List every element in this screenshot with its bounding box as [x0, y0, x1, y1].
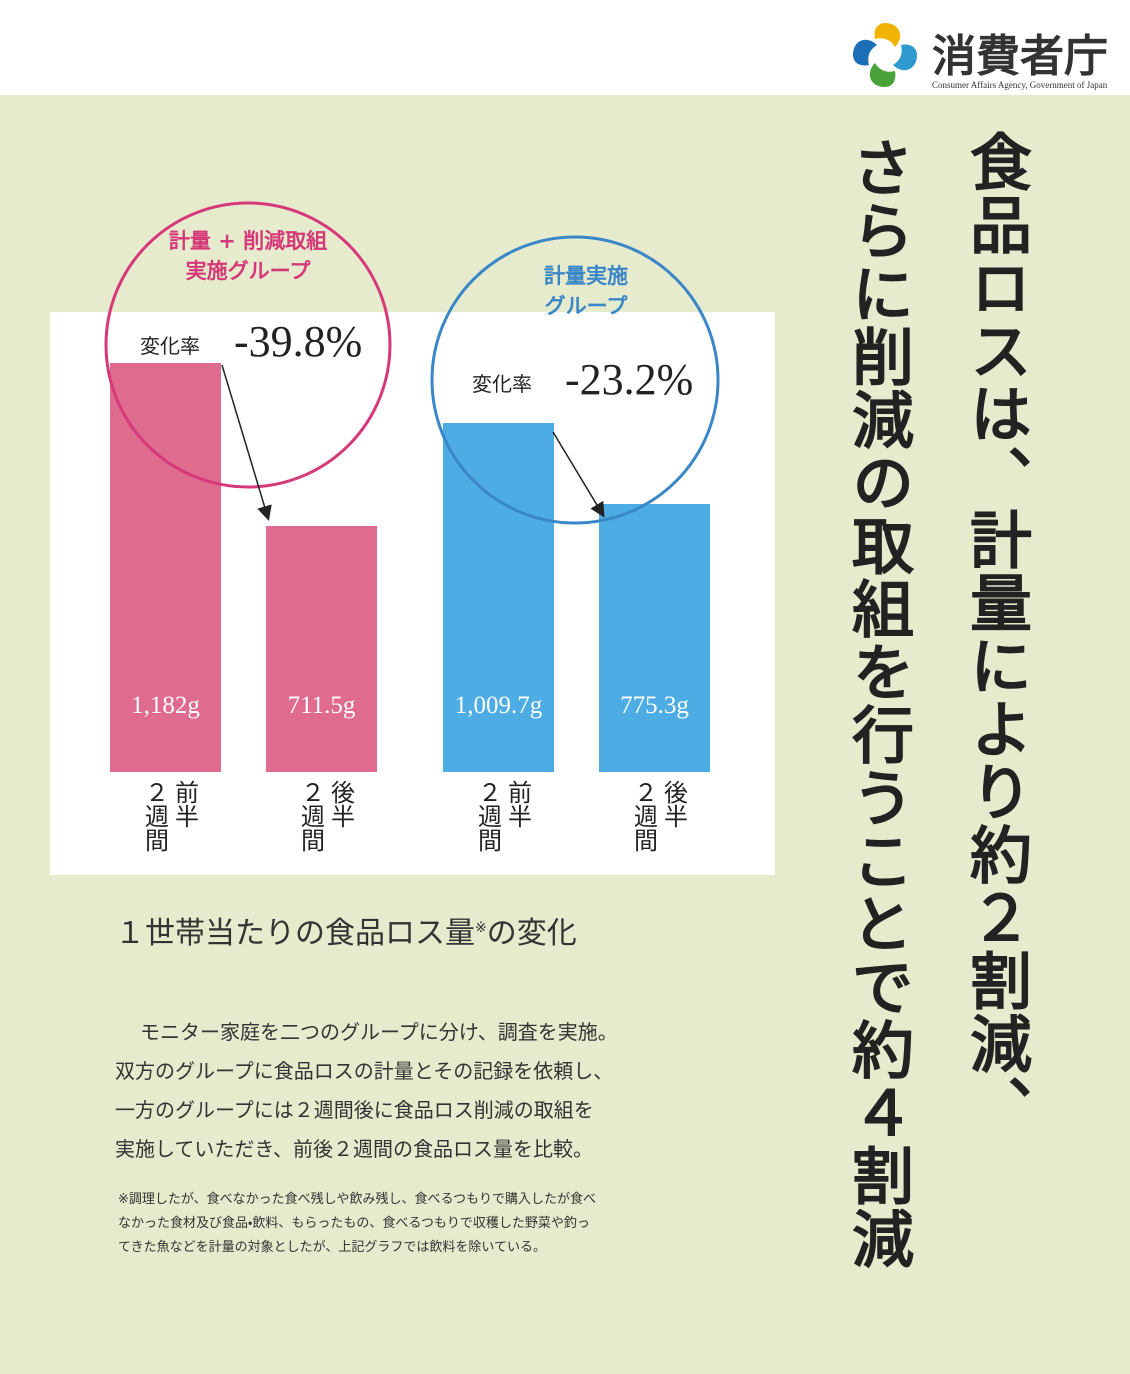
- logo-subtitle: Consumer Affairs Agency, Government of J…: [932, 80, 1108, 90]
- title-text: の変化: [486, 916, 577, 951]
- x-tick-label-line: 後半: [326, 780, 355, 828]
- description-line: 双方のグループに食品ロスの計量とその記録を依頼し、: [115, 1059, 614, 1083]
- top-strip: [0, 0, 1130, 95]
- title-text: １世帯当たりの食品ロス量: [115, 916, 475, 951]
- x-tick-label-line: 後半: [659, 780, 688, 828]
- note-mark: ※: [475, 920, 487, 936]
- footnote-line: ※調理したが、食べなかった食べ残しや飲み残し、食べるつもりで購入したが食べ: [118, 1192, 596, 1207]
- bar: [110, 363, 221, 772]
- value-label: 1,182g: [131, 692, 200, 719]
- change-rate: -39.8%: [234, 317, 363, 366]
- footnote-line: なかった食材及び食品・飲料、もらったもの、食べるつもりで収穫した野菜や釣っ: [118, 1216, 590, 1231]
- x-tick-label: 後半 ２週間: [627, 780, 688, 852]
- group-name: 計量 + 削減取組 実施グループ: [168, 229, 328, 283]
- bar: [443, 422, 554, 772]
- change-rate: -23.2%: [565, 355, 694, 404]
- x-tick-label-line: 前半: [170, 780, 199, 828]
- footnote-line: てきた魚などを計量の対象としたが、上記グラフでは飲料を除いている。: [118, 1240, 546, 1255]
- description-line: モニター家庭を二つのグループに分け、調査を実施。: [140, 1020, 618, 1044]
- x-tick-label-line: ２週間: [629, 780, 658, 852]
- x-tick-label-line: ２週間: [296, 780, 325, 852]
- value-label: 1,009.7g: [454, 692, 543, 719]
- x-tick-label-line: ２週間: [140, 780, 169, 852]
- description-line: 一方のグループには２週間後に食品ロス削減の取組を: [115, 1098, 594, 1122]
- x-tick-label: 前半 ２週間: [138, 780, 199, 852]
- x-tick-label-line: 前半: [503, 780, 532, 828]
- arrow: [552, 431, 605, 518]
- headline: さらに削減の取組を行うことで約４割減: [841, 136, 914, 1270]
- bar: [599, 503, 710, 772]
- bar: [266, 525, 377, 772]
- logo-icon: [853, 23, 917, 87]
- x-tick-label-line: ２週間: [473, 780, 502, 852]
- change-caption: 変化率: [472, 372, 532, 396]
- change-caption: 変化率: [140, 334, 200, 358]
- group-circle: [430, 235, 720, 525]
- x-tick-label: 前半 ２週間: [471, 780, 532, 852]
- description-line: 実施していただき、前後２週間の食品ロス量を比較。: [115, 1137, 593, 1161]
- group-name: 計量実施 グループ: [544, 264, 628, 318]
- arrow: [221, 364, 272, 521]
- headline: 食品ロスは、計量により約２割減、: [959, 130, 1032, 1138]
- value-label: 711.5g: [287, 692, 356, 719]
- chart-title: １世帯当たりの食品ロス量※の変化: [115, 908, 577, 952]
- logo-text: 消費者庁: [932, 31, 1108, 82]
- group-circle: [104, 201, 392, 489]
- x-tick-label: 後半 ２週間: [294, 780, 355, 852]
- value-label: 775.3g: [620, 692, 689, 719]
